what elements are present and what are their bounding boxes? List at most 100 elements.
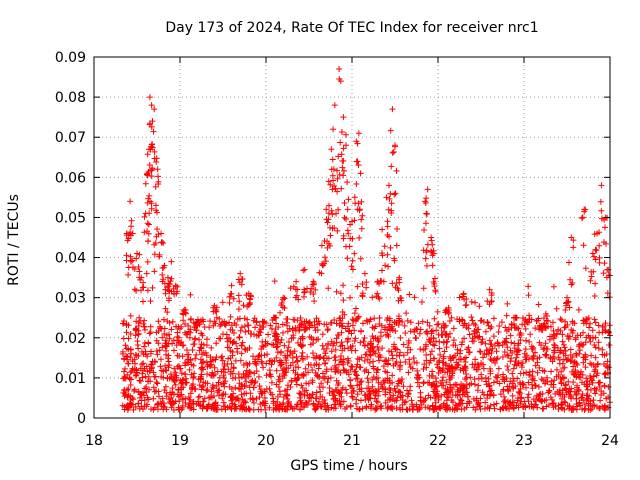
data-point <box>504 363 511 370</box>
data-point <box>486 301 493 308</box>
data-point <box>525 283 532 290</box>
data-point <box>326 385 333 392</box>
data-point <box>299 335 306 342</box>
data-point <box>161 387 168 394</box>
data-point <box>221 383 228 390</box>
data-point <box>501 397 508 404</box>
data-point <box>166 362 173 369</box>
data-point <box>338 322 345 329</box>
data-point <box>192 385 199 392</box>
data-point <box>392 360 399 367</box>
data-point <box>518 364 525 371</box>
data-point <box>394 383 401 390</box>
data-point <box>503 312 510 319</box>
data-point <box>459 339 466 346</box>
data-point <box>427 351 434 358</box>
data-point <box>318 242 325 249</box>
data-point <box>351 368 358 375</box>
data-point <box>570 244 577 251</box>
data-point <box>454 346 461 353</box>
data-point <box>272 337 279 344</box>
data-point <box>583 381 590 388</box>
data-point <box>243 367 250 374</box>
data-point <box>573 401 580 408</box>
data-point <box>587 360 594 367</box>
data-point <box>313 389 320 396</box>
data-point <box>454 405 461 412</box>
data-point <box>329 211 336 218</box>
data-point <box>180 395 187 402</box>
data-point <box>269 391 276 398</box>
data-point <box>430 380 437 387</box>
data-point <box>419 318 426 325</box>
data-point <box>230 330 237 337</box>
data-point <box>294 357 301 364</box>
data-point <box>548 377 555 384</box>
data-point <box>325 355 332 362</box>
data-point <box>195 400 202 407</box>
data-point <box>334 381 341 388</box>
data-point <box>319 370 326 377</box>
data-point <box>329 392 336 399</box>
data-point <box>130 396 137 403</box>
data-point <box>207 394 214 401</box>
data-point <box>154 400 161 407</box>
data-point <box>577 340 584 347</box>
data-point <box>227 326 234 333</box>
data-point <box>511 324 518 331</box>
data-point <box>369 333 376 340</box>
data-point <box>573 352 580 359</box>
data-point <box>120 317 127 324</box>
data-point <box>507 347 514 354</box>
data-point <box>598 207 605 214</box>
x-tick-label: 24 <box>601 433 619 449</box>
data-point <box>532 362 539 369</box>
data-point <box>344 179 351 186</box>
data-point <box>599 351 606 358</box>
data-point <box>141 323 148 330</box>
data-point <box>421 226 428 233</box>
data-point <box>538 342 545 349</box>
data-point <box>317 403 324 410</box>
data-point <box>332 405 339 412</box>
data-point <box>499 341 506 348</box>
data-point <box>522 346 529 353</box>
data-point <box>301 266 308 273</box>
data-point <box>229 352 236 359</box>
data-point <box>144 220 151 227</box>
data-point <box>378 402 385 409</box>
data-point <box>571 371 578 378</box>
data-point <box>125 271 132 278</box>
data-point <box>422 345 429 352</box>
data-point <box>581 208 588 215</box>
data-point <box>463 370 470 377</box>
data-point <box>186 334 193 341</box>
data-point <box>490 392 497 399</box>
data-point <box>299 384 306 391</box>
data-point <box>599 329 606 336</box>
data-point <box>258 358 265 365</box>
data-point <box>348 363 355 370</box>
data-point <box>148 205 155 212</box>
data-point <box>149 284 156 291</box>
data-point <box>120 368 127 375</box>
data-point <box>301 286 308 293</box>
data-point <box>488 298 495 305</box>
data-point <box>159 271 166 278</box>
data-point <box>146 192 153 199</box>
data-point <box>285 339 292 346</box>
data-point <box>347 383 354 390</box>
data-point <box>457 350 464 357</box>
data-point <box>181 359 188 366</box>
data-point <box>598 388 605 395</box>
data-point <box>373 369 380 376</box>
data-point <box>226 344 233 351</box>
data-point <box>507 378 514 385</box>
data-point <box>476 303 483 310</box>
data-point <box>247 390 254 397</box>
data-point <box>242 370 249 377</box>
data-point <box>595 339 602 346</box>
data-point <box>284 347 291 354</box>
data-point <box>131 286 138 293</box>
data-point <box>356 406 363 413</box>
